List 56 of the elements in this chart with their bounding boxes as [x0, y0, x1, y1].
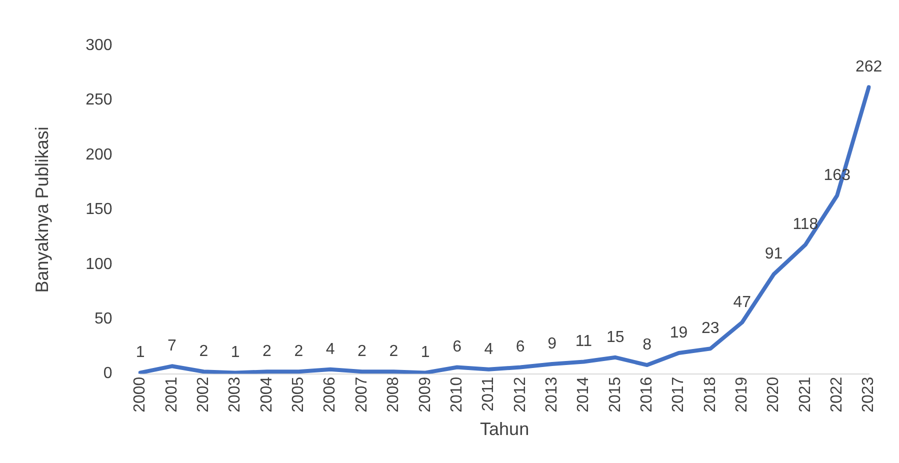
x-tick-label: 2019 [734, 376, 751, 412]
data-label: 9 [548, 335, 557, 352]
x-tick-label: 2006 [322, 376, 339, 412]
x-tick-label: 2016 [638, 376, 656, 412]
x-tick-label: 2022 [828, 376, 846, 412]
x-tick-label: 2010 [448, 376, 466, 412]
data-label: 7 [168, 338, 177, 355]
x-tick-label: 2005 [290, 376, 308, 412]
x-tick-label: 2000 [132, 376, 149, 412]
x-tick-label: 2001 [163, 376, 180, 412]
x-tick-label: 2020 [765, 376, 782, 412]
data-label: 1 [136, 344, 145, 362]
data-label: 1 [420, 344, 430, 362]
x-tick-label: 2021 [796, 376, 814, 412]
x-tick-label: 2009 [416, 376, 434, 412]
y-tick-label: 100 [86, 256, 112, 273]
data-label: 118 [792, 216, 818, 234]
x-axis-title: Tahun [480, 419, 530, 440]
x-tick-label: 2014 [575, 376, 592, 412]
data-label: 23 [702, 320, 720, 338]
x-tick-label: 2002 [195, 376, 212, 412]
x-tick-label: 2008 [385, 376, 402, 412]
y-axis-title: Banyaknya Publikasi [32, 126, 52, 293]
data-label: 2 [199, 343, 208, 360]
x-tick-label: 2012 [512, 376, 529, 412]
data-label: 2 [389, 343, 398, 360]
data-label: 47 [733, 294, 752, 311]
y-tick-label: 50 [94, 310, 112, 328]
x-tick-label: 2003 [226, 376, 244, 412]
data-label: 4 [484, 340, 494, 358]
y-tick-label: 300 [86, 37, 112, 54]
y-tick-label: 0 [103, 365, 112, 382]
data-label: 19 [670, 324, 688, 342]
data-label: 2 [262, 343, 272, 360]
data-label: 91 [764, 246, 783, 263]
x-tick-label: 2004 [258, 376, 276, 412]
x-tick-label: 2018 [702, 376, 719, 412]
data-label: 15 [606, 328, 624, 346]
x-tick-label: 2015 [606, 376, 624, 412]
x-tick-label: 2011 [480, 376, 498, 412]
x-tick-label: 2023 [860, 376, 878, 412]
data-label: 2 [358, 343, 367, 360]
data-label: 4 [326, 340, 335, 358]
data-label: 262 [855, 58, 882, 76]
x-tick-label: 2007 [353, 376, 370, 412]
y-tick-label: 200 [86, 146, 112, 164]
x-tick-label: 2013 [543, 376, 560, 412]
data-label: 2 [294, 343, 304, 360]
data-label: 1 [230, 344, 240, 362]
y-tick-label: 150 [86, 201, 112, 218]
data-label: 6 [452, 338, 462, 356]
data-label: 11 [575, 333, 592, 350]
data-label: 8 [642, 336, 652, 354]
data-label: 6 [516, 338, 525, 356]
y-tick-label: 250 [86, 92, 112, 109]
x-tick-label: 2017 [670, 376, 688, 412]
